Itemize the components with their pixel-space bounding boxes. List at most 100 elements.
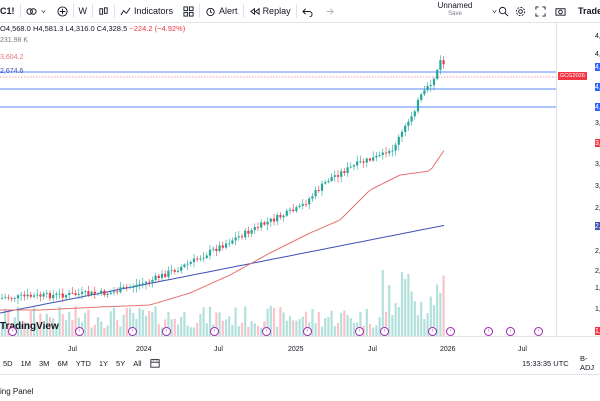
settings-button[interactable] [510,0,531,22]
candle-body [64,295,68,298]
range-6m[interactable]: 6M [57,358,68,368]
indicators-button[interactable]: Indicators [115,0,178,22]
volume-bar [13,317,16,336]
event-marker-icon[interactable]: › [128,327,137,336]
volume-bar [205,323,208,336]
chart-type-button[interactable] [93,0,114,22]
candle-body [282,215,285,218]
interval-button[interactable]: W [74,0,93,22]
range-1y[interactable]: 1Y [98,358,109,368]
add-symbol-button[interactable] [52,0,73,22]
volume-bar [138,307,141,336]
volume-bar [103,327,106,336]
candle-body [394,144,397,151]
volume-bar [61,313,64,336]
candle-body [13,298,16,300]
event-marker-icon[interactable]: › [380,327,389,336]
layout-menu-button[interactable] [486,0,503,22]
candle-body [256,227,260,228]
trade-button[interactable]: Trade [573,0,600,22]
fullscreen-button[interactable] [530,0,551,22]
price-axis[interactable]: 4, 4, 4, 4, 4, 3, 3, 3, 3, 2, 2, 2, 2, 1… [556,23,600,336]
clock-label: 15:33:35 UTC [522,358,569,368]
volume-bar [55,325,58,336]
compare-button[interactable] [21,0,52,22]
candle-body [125,287,128,288]
candles-icon [99,6,108,15]
candle-body [202,257,205,259]
event-marker-icon[interactable]: › [262,327,271,336]
price-label: 2, [595,248,600,255]
volume-bar [423,319,426,336]
time-label: 2024 [136,346,152,353]
event-marker-icon[interactable]: › [210,327,219,336]
candle-body [423,90,426,95]
range-all[interactable]: All [133,358,142,368]
event-marker-icon[interactable]: › [162,327,171,336]
candle-body [93,291,96,294]
snapshot-button[interactable] [550,0,571,22]
time-axis[interactable]: Jul 2024 Jul 2025 Jul 2026 Jul [0,336,600,353]
symbol-button[interactable]: C1! [0,0,20,22]
candle-body [100,290,103,294]
volume-bar [90,327,93,336]
candle-body [336,175,340,177]
calendar-range-icon[interactable] [149,358,160,368]
adjustment-toggle[interactable]: B-ADJ [580,354,595,372]
range-5d[interactable]: 5D [3,358,13,368]
event-marker-icon[interactable]: › [428,327,437,336]
event-marker-icon[interactable]: › [484,327,493,336]
price-label: 3, [595,140,600,147]
volume-bar [116,320,119,336]
price-label: 4, [595,64,600,71]
event-marker-icon[interactable]: › [446,327,455,336]
event-marker-icon[interactable]: › [355,327,364,336]
candle-body [330,176,333,181]
volume-bar [378,317,381,336]
price-badge [595,222,600,230]
price-badge [595,327,600,335]
volume-bar [276,326,279,336]
time-label: Jul [518,346,527,353]
volume-bar [330,310,333,336]
templates-button[interactable] [178,0,199,22]
close-value: C4,328.5 [96,24,128,33]
price-label: 3, [595,120,600,127]
volume-bar [186,325,189,336]
layout-name-button[interactable]: Unnamed Save [425,1,485,19]
range-5y[interactable]: 5Y [116,358,126,368]
candle-body [352,165,356,167]
candle-body [48,292,52,299]
volume-bar [336,322,340,336]
volume-value: 231.98 K [0,37,29,44]
redo-button[interactable] [318,0,339,22]
undo-button[interactable] [297,0,318,22]
volume-bar [231,324,234,336]
trading-panel-tab[interactable]: ing Panel [0,374,600,401]
alert-button[interactable]: Alert [200,0,243,22]
candle-body [0,297,4,299]
quick-search-button[interactable] [493,0,514,22]
volume-bar [148,310,151,336]
candle-body [410,116,413,122]
replay-button[interactable]: Replay [244,0,296,22]
candle-body [276,214,279,222]
candle-body [186,263,189,265]
range-ytd[interactable]: YTD [75,358,91,368]
candle-body [317,190,320,191]
volume-bar [413,301,416,336]
range-1m[interactable]: 1M [20,358,32,368]
event-marker-icon[interactable]: › [506,327,515,336]
event-marker-icon[interactable]: › [303,327,312,336]
event-marker-icon[interactable]: › [534,327,543,336]
volume-bar [20,323,23,336]
event-marker-icon[interactable]: › [75,327,84,336]
price-chart[interactable] [0,23,556,336]
range-3m[interactable]: 3M [39,358,50,368]
event-marker-icon[interactable]: › [8,327,17,336]
candle-body [90,291,93,295]
candle-body [388,151,391,154]
volume-bars [0,270,445,336]
volume-bar [176,324,180,336]
volume-bar [87,309,90,336]
